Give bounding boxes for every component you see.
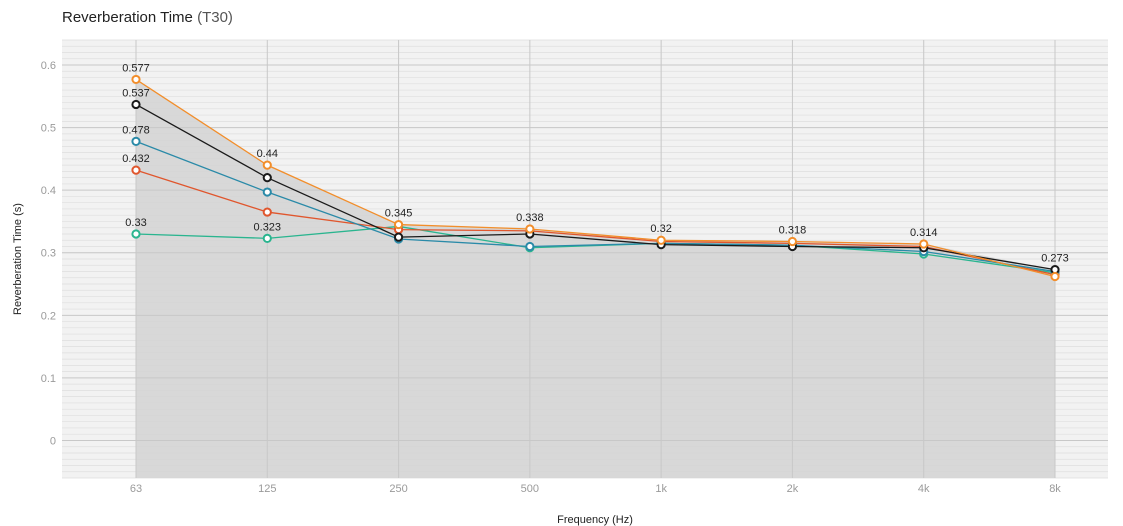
series-line — [135, 78, 1056, 278]
data-point — [656, 235, 666, 245]
data-label: 0.432 — [122, 153, 150, 165]
y-axis-title: Reverberation Time (s) — [12, 203, 24, 315]
y-tick-label: 0.6 — [41, 60, 56, 72]
data-point — [262, 173, 272, 183]
y-tick-labels: 0 0.1 0.2 0.3 0.4 0.5 0.6 — [41, 60, 56, 447]
series-line — [135, 103, 1056, 271]
x-tick-labels: 63 125 250 500 1k 2k 4k 8k — [130, 483, 1061, 495]
x-tick-label: 4k — [918, 483, 930, 495]
data-point — [131, 229, 141, 239]
data-point — [131, 136, 141, 146]
data-label: 0.345 — [385, 208, 413, 220]
data-labels: 0.577 0.537 0.478 0.432 0.33 0.44 0.323 0.345 0.… — [122, 62, 1069, 264]
y-tick-label: 0.3 — [41, 248, 56, 260]
data-label: 0.323 — [254, 221, 282, 233]
y-tick-label: 0.1 — [41, 373, 56, 385]
data-point — [131, 74, 141, 85]
data-label: 0.577 — [122, 62, 150, 74]
x-tick-label: 125 — [258, 483, 276, 495]
x-axis-title: Frequency (Hz) — [557, 514, 633, 526]
series-lines — [135, 78, 1056, 278]
x-tick-label: 2k — [787, 483, 799, 495]
data-point — [262, 187, 272, 197]
data-point — [393, 232, 404, 242]
series-line — [135, 169, 1056, 276]
series-points — [131, 74, 1060, 282]
data-label: 0.318 — [779, 224, 807, 236]
chart-title-main: Reverberation Time — [62, 9, 193, 26]
y-tick-label: 0.4 — [41, 185, 56, 197]
major-gridlines — [62, 40, 1108, 478]
data-point — [919, 239, 929, 249]
data-point — [262, 207, 272, 217]
data-point — [131, 165, 141, 175]
x-tick-label: 250 — [389, 483, 407, 495]
chart-title-suffix: (T30) — [197, 9, 233, 26]
y-tick-label: 0 — [50, 435, 56, 447]
data-label: 0.33 — [125, 217, 146, 229]
data-label: 0.44 — [257, 148, 278, 160]
data-label: 0.338 — [516, 212, 544, 224]
data-point — [262, 160, 272, 170]
chart-title: Reverberation Time (T30) — [62, 9, 233, 26]
data-point — [787, 236, 798, 247]
data-label: 0.273 — [1041, 253, 1069, 265]
x-tick-label: 1k — [655, 483, 667, 495]
data-point — [262, 233, 272, 243]
data-point — [131, 99, 141, 110]
series-line — [135, 140, 1056, 273]
data-label: 0.32 — [650, 223, 671, 235]
data-point — [525, 224, 535, 234]
x-tick-label: 8k — [1049, 483, 1061, 495]
data-point — [393, 219, 404, 230]
x-tick-label: 63 — [130, 483, 142, 495]
data-point — [1050, 271, 1060, 282]
data-label: 0.314 — [910, 227, 938, 239]
x-tick-label: 500 — [521, 483, 539, 495]
y-tick-label: 0.2 — [41, 310, 56, 322]
data-label: 0.537 — [122, 87, 150, 99]
data-label: 0.478 — [122, 124, 150, 136]
data-point — [525, 241, 535, 252]
y-tick-label: 0.5 — [41, 123, 56, 135]
